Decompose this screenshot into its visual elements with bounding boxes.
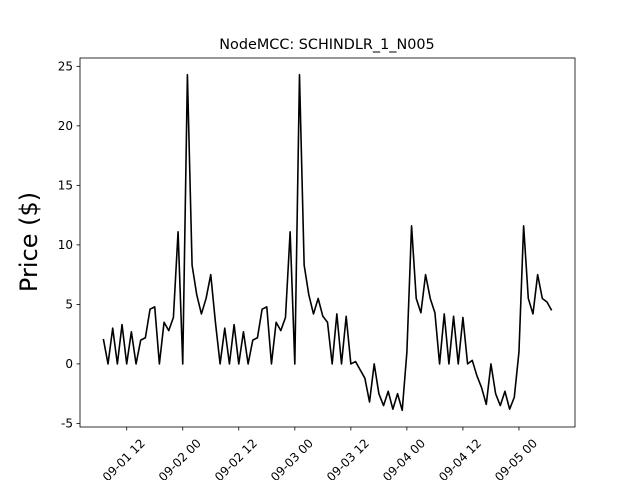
x-tick-label: 09-02 00: [156, 436, 204, 480]
y-tick-label: -5: [61, 416, 73, 430]
x-tick-label: 09-04 12: [436, 436, 484, 480]
chart-title: NodeMCC: SCHINDLR_1_N005: [219, 37, 434, 53]
y-tick-label: 0: [65, 357, 73, 371]
x-tick-label: 09-01 12: [100, 436, 148, 480]
x-tick-label: 09-02 12: [212, 436, 260, 480]
x-tick-label: 09-04 00: [380, 436, 428, 480]
y-tick-label: 20: [58, 119, 73, 133]
plot-frame: [79, 57, 576, 428]
x-tick-label: 09-05 00: [492, 436, 540, 480]
y-tick-label: 5: [65, 297, 73, 311]
x-tick-label: 09-03 12: [324, 436, 372, 480]
x-tick-label: 09-03 00: [268, 436, 316, 480]
y-tick-label: 25: [58, 59, 73, 73]
y-tick-label: 15: [58, 178, 73, 192]
price-line: [102, 73, 553, 412]
y-axis-label: Price ($): [15, 192, 43, 292]
y-tick-label: 10: [58, 238, 73, 252]
